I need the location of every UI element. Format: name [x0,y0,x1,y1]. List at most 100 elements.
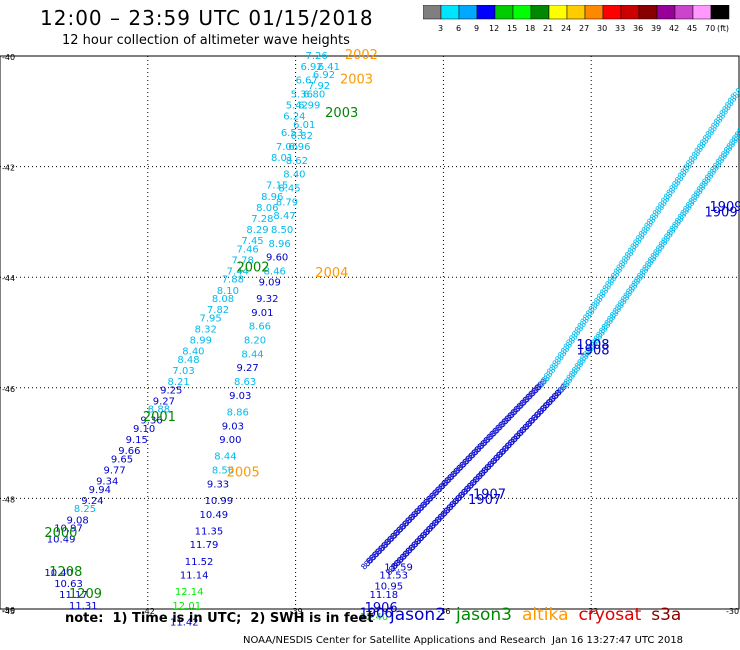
wave-height-value: 11.31 [69,601,98,612]
pass-time-label: 2003 [340,73,373,88]
wave-height-value: 8.06 [256,203,278,214]
track-value: 8.8 [730,128,740,143]
wave-height-value: 10.49 [200,510,229,521]
lon-tick-label: -30 [726,607,739,616]
wave-height-value: 6.96 [288,142,310,153]
wave-height-value: 7.88 [222,275,244,286]
wave-height-value: 8.29 [246,225,268,236]
wave-height-value: 12.40 [360,612,389,623]
track-value: 8.8 [733,124,740,139]
lat-tick-label: -46 [2,385,15,394]
wave-height-value: 11.79 [190,540,219,551]
wave-height-value: 9.03 [229,391,251,402]
pass-time-label: 1906 [360,606,393,621]
wave-height-value: 11.59 [384,562,413,573]
wave-height-value: 8.08 [212,294,234,305]
color-scale-label: 6 [456,24,461,33]
wave-height-value: 8.10 [217,286,239,297]
wave-height-value: 8.96 [261,192,283,203]
wave-height-value: 8.01 [271,153,293,164]
pass-time-label: 2003 [325,106,358,121]
wave-height-value: 7.15 [266,181,288,192]
color-scale-label: 42 [669,24,679,33]
wave-height-value: 6.24 [283,112,305,123]
footnote: note: 1) Time is in UTC; 2) SWH is in fe… [65,611,374,626]
timestamp: Jan 16 13:27:47 UTC 2018 [552,635,684,646]
color-scale-label: 36 [633,24,643,33]
lon-tick-label: -36 [437,607,450,616]
lat-tick-label: -44 [2,274,15,283]
wave-height-value: 9.27 [153,396,175,407]
pass-time-label: 1907 [473,487,506,502]
jason-tracks: 8.88.88.88.88.88.88.88.88.88.88.88.88.88… [359,86,740,577]
wave-height-value: 9.08 [67,515,89,526]
wave-height-value: 7.28 [251,214,273,225]
pass-time-label: 1909 [705,205,738,220]
color-scale-label: 15 [507,24,517,33]
color-swatch [458,5,478,20]
wave-height-value: 7.26 [305,51,327,62]
color-scale-label: 3 [438,24,443,33]
wave-height-value: 8.79 [276,197,298,208]
wave-height-value: 8.99 [190,336,212,347]
color-swatch [512,5,532,20]
color-scale-label: 70 [705,24,715,33]
wave-height-value: 9.01 [251,308,273,319]
color-scale-label: 9 [474,24,479,33]
lat-tick-label: -50 [2,606,15,615]
color-swatch [530,5,550,20]
wave-height-value: 10.97 [54,524,83,535]
wave-height-value: 8.40 [283,170,305,181]
wave-height-value: 9.03 [222,421,244,432]
pass-time-label: 2001 [143,410,176,425]
pass-time-label: 1209 [69,587,102,602]
pass-time-label: 2002 [345,48,378,63]
wave-height-value: 9.27 [236,363,258,374]
wave-height-value: 9.24 [81,496,103,507]
wave-height-value: 9.00 [219,435,241,446]
color-scale-label: 18 [525,24,535,33]
satellite-legend: jason2 jason3 altika cryosat s3a [390,605,691,625]
wave-height-value: 7.03 [172,366,194,377]
track-value: 8.8 [738,116,740,131]
track-value: 8.8 [729,86,740,101]
wave-height-value: 11.52 [185,557,214,568]
wave-height-value: 8.66 [249,322,271,333]
color-swatch [656,5,676,20]
legend-jason3: jason3 [456,605,512,625]
wave-height-value: 8.50 [271,225,293,236]
wave-height-tracks: 7.266.926.675.365.426.246.537.068.017.15… [44,51,413,629]
wave-height-value: 7.82 [207,305,229,316]
color-swatch [674,5,694,20]
wave-height-value: 12.14 [175,587,204,598]
wave-height-value: 8.21 [168,377,190,388]
wave-height-value: 6.67 [296,76,318,87]
wave-height-value: 8.47 [273,211,295,222]
wave-height-value: 10.49 [47,535,76,546]
lon-tick-label: -33 [585,607,598,616]
pass-time-label: 1906 [365,601,398,616]
wave-height-value: 9.10 [133,424,155,435]
wave-height-value: 8.86 [227,407,249,418]
pass-time-label: 2004 [315,266,348,281]
wave-height-value: 8.62 [286,156,308,167]
pass-time-label: 1208 [49,565,82,580]
color-swatch [476,5,496,20]
credit-line: NOAA/NESDIS Center for Satellite Applica… [243,635,546,646]
wave-height-value: 10.40 [44,568,73,579]
wave-height-value: 12.01 [172,601,201,612]
color-swatch [602,5,622,20]
wave-height-value: 8.40 [182,347,204,358]
legend-altika: altika [522,605,569,625]
wave-height-value: 8.32 [195,325,217,336]
wave-height-value: 8.46 [264,266,286,277]
lat-tick-label: -40 [2,53,15,62]
color-scale-label: (ft) [717,24,729,33]
wave-height-value: 8.96 [269,239,291,250]
wave-height-value: 9.34 [96,477,118,488]
color-swatch [710,5,730,20]
wave-height-value: 7.06 [276,142,298,153]
lon-tick-label: -42 [142,607,155,616]
wave-height-value: 10.95 [374,582,403,593]
graticule [0,56,739,609]
